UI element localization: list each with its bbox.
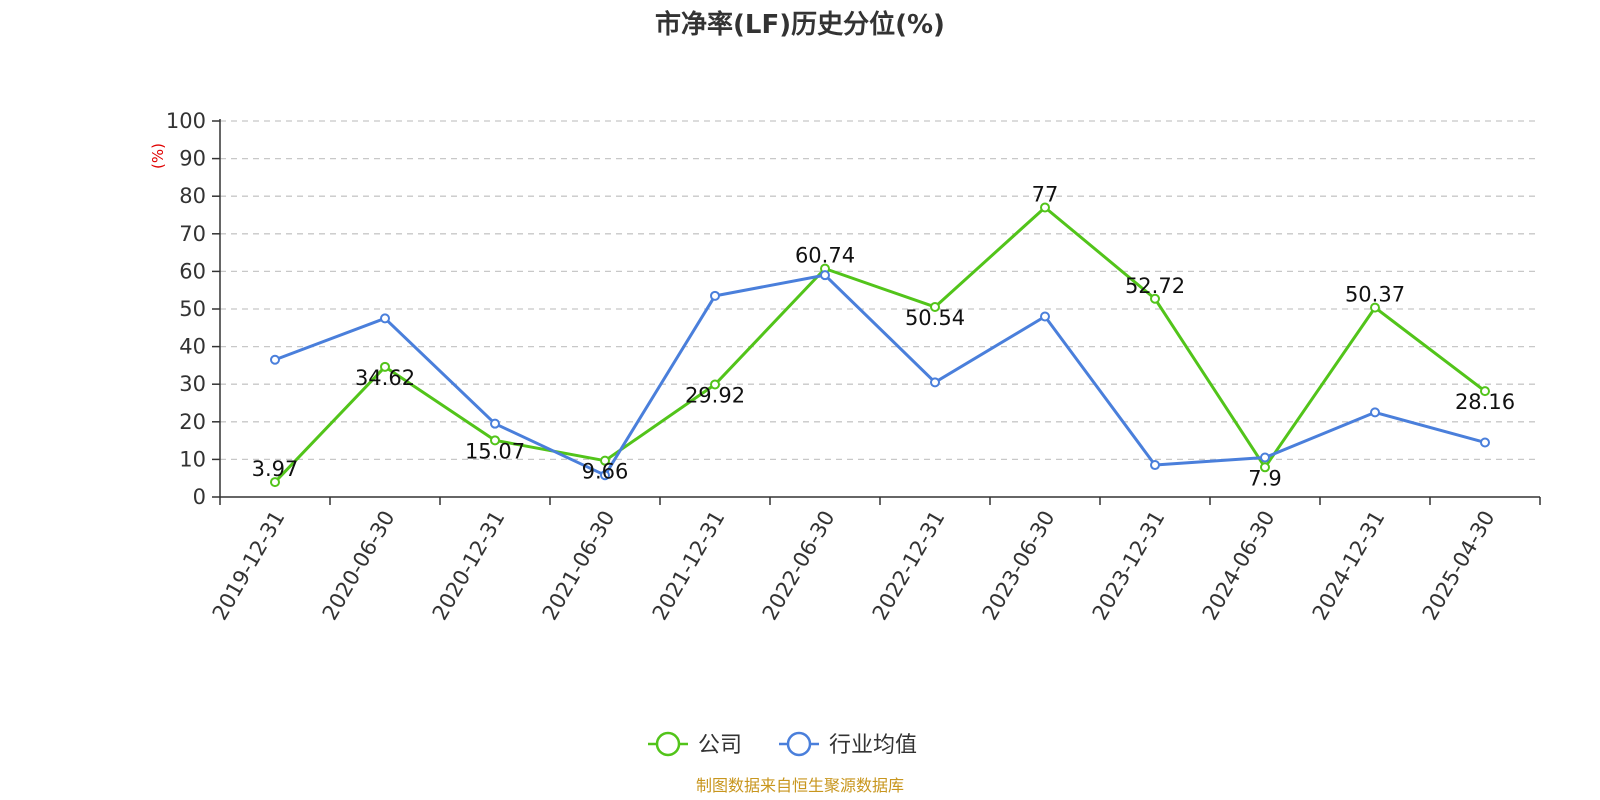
series-1-point[interactable] (1150, 460, 1160, 471)
legend-label: 行业均值 (829, 733, 917, 758)
data-label: 34.62 (355, 366, 415, 390)
series-1-point[interactable] (600, 470, 610, 481)
series-1-point[interactable] (490, 418, 500, 429)
y-tick-label: 10 (179, 447, 206, 471)
chart-title: 市净率(LF)历史分位(%) (655, 9, 945, 40)
series-0-point[interactable] (1370, 302, 1380, 313)
y-tick-label: 60 (179, 259, 206, 283)
series-0-point[interactable] (930, 301, 940, 312)
y-tick-labels: 0 10 20 30 40 50 60 70 80 90 100 (166, 109, 206, 509)
series-1-point[interactable] (1480, 437, 1490, 448)
legend-item-0[interactable]: 公司 (648, 731, 742, 758)
series-0-point[interactable] (1480, 386, 1490, 397)
data-label: 60.74 (795, 244, 855, 268)
y-tick-label: 70 (179, 222, 206, 246)
series-layer (270, 202, 1490, 488)
series-0-point[interactable] (710, 379, 720, 390)
y-tick-label: 0 (193, 485, 206, 509)
source-note: 制图数据来自恒生聚源数据库 (696, 776, 904, 795)
data-label: 50.54 (905, 306, 965, 330)
legend-marker (786, 731, 812, 757)
y-tick-label: 90 (179, 147, 206, 171)
y-tick-label: 100 (166, 109, 206, 133)
legend-marker (655, 731, 681, 757)
data-label: 29.92 (685, 384, 745, 408)
y-axis-label: (%) (149, 143, 167, 169)
series-0-point[interactable] (380, 361, 390, 372)
grid (220, 120, 1540, 461)
x-tick-label: 2025-04-30 (1418, 507, 1500, 625)
data-label: 28.16 (1455, 390, 1515, 414)
x-tick-label: 2021-12-31 (648, 507, 730, 625)
series-0-point[interactable] (270, 477, 280, 488)
series-line-1 (274, 273, 1486, 477)
y-tick-label: 80 (179, 184, 206, 208)
data-label: 3.97 (252, 457, 299, 481)
series-0-point[interactable] (490, 435, 500, 446)
x-tick-label: 2024-06-30 (1198, 507, 1280, 625)
x-tick-label: 2020-12-31 (428, 507, 510, 625)
series-0-point[interactable] (600, 455, 610, 466)
x-tick-label: 2023-06-30 (978, 507, 1060, 625)
data-label: 15.07 (465, 439, 525, 463)
axes (212, 119, 1541, 505)
x-tick-label: 2022-06-30 (758, 507, 840, 625)
series-line-0 (273, 205, 1486, 484)
series-1-point[interactable] (1260, 452, 1270, 463)
legend-item-1[interactable]: 行业均值 (779, 731, 917, 758)
y-tick-label: 40 (179, 335, 206, 359)
y-tick-label: 30 (179, 372, 206, 396)
data-label: 50.37 (1345, 283, 1405, 307)
series-1-point[interactable] (1370, 407, 1380, 418)
series-0-point[interactable] (1040, 202, 1050, 213)
series-0-point[interactable] (1150, 293, 1160, 304)
x-tick-label: 2024-12-31 (1308, 507, 1390, 625)
series-1-point[interactable] (930, 377, 940, 388)
x-tick-labels: 2019-12-31 2020-06-30 2020-12-31 2021-06-30… (208, 507, 1500, 625)
data-labels: 3.97 34.62 15.07 9.66 29.92 60.74 50.54 77 52.72… (252, 182, 1515, 490)
y-tick-label: 50 (179, 297, 206, 321)
series-0-point[interactable] (1260, 462, 1270, 473)
data-label: 9.66 (582, 460, 629, 484)
data-label: 7.9 (1248, 466, 1281, 490)
series-1-point[interactable] (1040, 311, 1050, 322)
legend[interactable]: 公司 行业均值 (648, 731, 917, 758)
x-tick-label: 2022-12-31 (868, 507, 950, 625)
x-tick-label: 2023-12-31 (1088, 507, 1170, 625)
data-label: 77 (1032, 182, 1059, 206)
x-tick-label: 2019-12-31 (208, 507, 290, 625)
legend-label: 公司 (698, 733, 742, 758)
data-label: 52.72 (1125, 274, 1185, 298)
series-1-point[interactable] (380, 313, 390, 324)
x-tick-label: 2021-06-30 (538, 507, 620, 625)
series-1-point[interactable] (270, 354, 280, 365)
x-tick-label: 2020-06-30 (318, 507, 400, 625)
series-1-point[interactable] (710, 290, 720, 301)
y-tick-label: 20 (179, 410, 206, 434)
series-1-point[interactable] (820, 270, 830, 281)
